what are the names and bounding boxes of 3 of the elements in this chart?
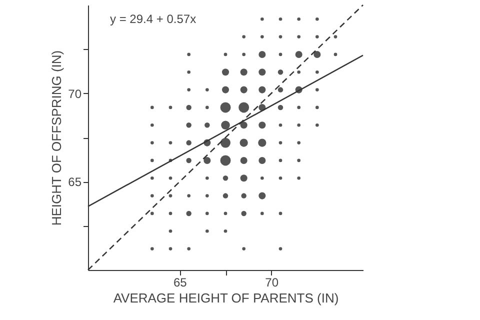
y-axis-title: HEIGHT OF OFFSPRING (IN) bbox=[49, 50, 64, 226]
x-axis-title: AVERAGE HEIGHT OF PARENTS (IN) bbox=[113, 290, 339, 306]
annotation: y = 29.4 + 0.57x bbox=[110, 12, 196, 26]
